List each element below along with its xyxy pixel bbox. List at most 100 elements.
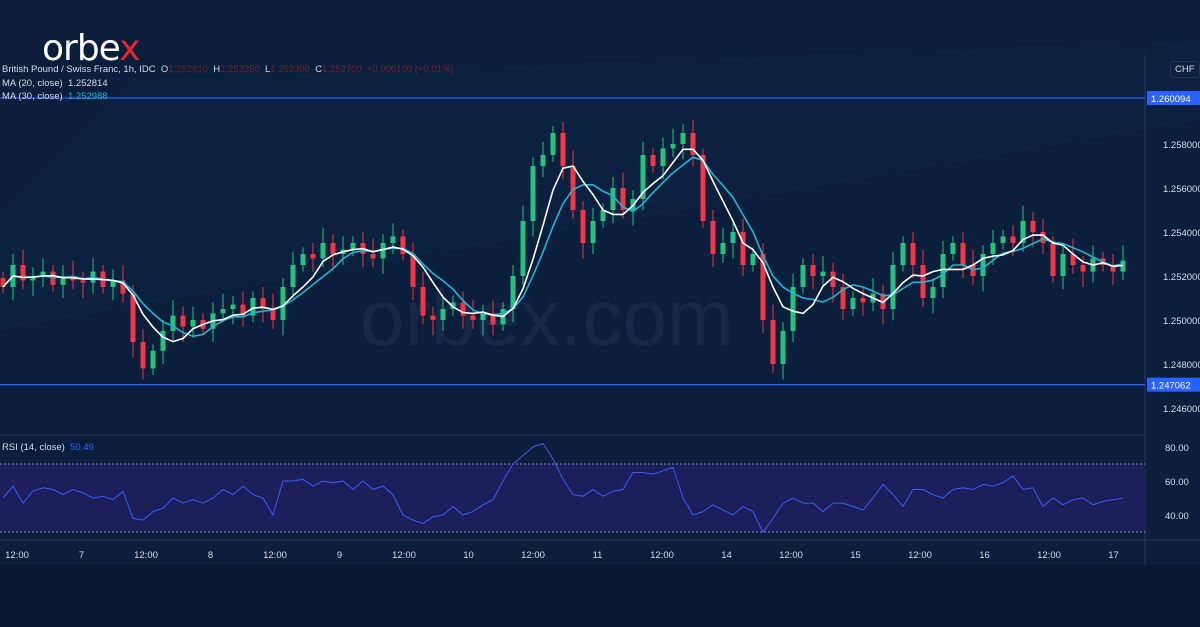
candle-body	[250, 298, 256, 316]
candle-body	[490, 313, 496, 325]
candle-body	[520, 221, 526, 276]
candle-body	[540, 155, 546, 166]
ma20-value: 1.252814	[68, 78, 108, 89]
candle-body	[1060, 254, 1066, 276]
close-label: C	[315, 64, 323, 75]
candle-body	[180, 315, 186, 327]
footer-band	[0, 565, 1200, 627]
time-tick: 17	[1108, 550, 1119, 561]
candle-body	[300, 254, 306, 265]
open-value: 1.252810	[168, 64, 208, 75]
candle-body	[660, 148, 666, 166]
price-tick: 1.252000	[1163, 272, 1200, 283]
candle-body	[1070, 254, 1076, 265]
level-price-tag	[1147, 377, 1200, 392]
candle-body	[430, 315, 436, 320]
candle-body	[320, 243, 326, 259]
candle-body	[1020, 221, 1026, 243]
time-tick: 12:00	[134, 550, 158, 561]
rsi-tick: 60.00	[1165, 477, 1189, 488]
symbol-legend: British Pound / Swiss Franc, 1h, IDC O1.…	[2, 64, 454, 75]
candle-body	[30, 276, 36, 281]
rsi-label: RSI (14, close)	[2, 442, 65, 453]
watermark: orbex.com	[360, 273, 733, 362]
candle-body	[610, 188, 616, 210]
low-value: 1.252300	[270, 64, 310, 75]
candle-body	[770, 320, 776, 364]
candle-body	[650, 155, 656, 166]
candle-body	[410, 254, 416, 287]
candle-body	[110, 280, 116, 287]
candle-body	[270, 309, 276, 320]
candle-body	[390, 236, 396, 243]
high-label: H	[213, 64, 221, 75]
change-value: +0.000100 (+0.01%)	[366, 64, 454, 75]
candle-body	[600, 210, 606, 221]
candle-body	[720, 243, 726, 254]
ma30-legend[interactable]: MA (30, close) 1.252988	[2, 91, 108, 102]
rsi-value: 50.49	[70, 442, 94, 453]
candle-body	[1040, 232, 1046, 243]
ma20-label: MA (20, close)	[2, 78, 63, 89]
price-tick: 1.258000	[1163, 140, 1200, 151]
symbol-name: British Pound / Swiss Franc, 1h, IDC	[2, 64, 156, 75]
candle-body	[960, 243, 966, 265]
candle-body	[1000, 236, 1006, 243]
time-tick: 12:00	[521, 550, 545, 561]
candle-body	[480, 313, 486, 320]
candle-body	[930, 287, 936, 298]
candle-body	[0, 278, 6, 287]
candle-body	[60, 276, 66, 285]
high-value: 1.253350	[220, 64, 260, 75]
open-label: O	[160, 64, 169, 75]
candle-body	[860, 298, 866, 303]
rsi-line	[2, 443, 1124, 533]
candle-body	[160, 331, 166, 351]
candle-body	[900, 243, 906, 265]
time-tick: 15	[850, 550, 861, 561]
candle-body	[940, 254, 946, 287]
ma20-legend[interactable]: MA (20, close) 1.252814	[2, 78, 108, 89]
candle-body	[40, 271, 46, 276]
candle-body	[730, 232, 736, 243]
close-value: 1.252700	[322, 64, 362, 75]
candle-body	[750, 254, 756, 265]
candle-body	[740, 232, 746, 265]
candle-body	[370, 254, 376, 259]
candle-body	[800, 265, 806, 287]
candle-body	[1110, 265, 1116, 272]
candle-body	[470, 315, 476, 320]
rsi-legend[interactable]: RSI (14, close) 50.49	[2, 442, 94, 453]
ma30-label: MA (30, close)	[2, 91, 63, 102]
candle-body	[790, 287, 796, 331]
candle-body	[1050, 243, 1056, 276]
ma20-line	[2, 148, 1124, 343]
candle-body	[380, 243, 386, 259]
candle-body	[1080, 265, 1086, 272]
candle-body	[670, 144, 676, 149]
candle-body	[530, 166, 536, 221]
candle-body	[230, 304, 236, 309]
time-tick: 11	[593, 550, 603, 561]
candle-body	[330, 243, 336, 254]
candle-body	[550, 133, 556, 155]
candle-body	[460, 302, 466, 316]
candle-body	[280, 287, 286, 320]
candle-body	[780, 331, 786, 364]
candle-body	[680, 133, 686, 144]
time-tick: 10	[463, 550, 474, 561]
candle-body	[220, 309, 226, 314]
time-tick: 16	[979, 550, 990, 561]
currency-button[interactable]: CHF	[1170, 61, 1200, 78]
price-tick: 1.256000	[1163, 184, 1200, 195]
candle-body	[190, 320, 196, 327]
time-tick: 14	[721, 550, 732, 561]
candle-body	[350, 243, 356, 250]
level-price-label: 1.260094	[1151, 94, 1191, 105]
candle-body	[890, 265, 896, 309]
candle-body	[880, 293, 886, 309]
candle-body	[640, 155, 646, 199]
time-tick: 12:00	[392, 550, 416, 561]
price-tick: 1.246000	[1163, 404, 1200, 415]
